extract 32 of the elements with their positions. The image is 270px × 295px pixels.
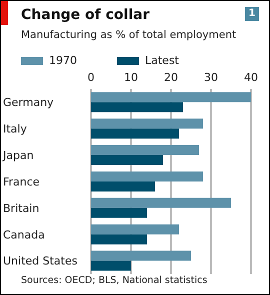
bar — [91, 118, 203, 129]
x-tick-label: 20 — [164, 71, 178, 84]
bar — [91, 171, 203, 182]
y-tick-label: Japan — [2, 148, 34, 162]
legend-label: Latest — [145, 54, 179, 67]
bar — [91, 234, 147, 244]
source-note: Sources: OECD; BLS, National statistics — [21, 275, 208, 286]
y-tick-label: Canada — [3, 228, 45, 242]
x-tick-label: 30 — [204, 71, 218, 84]
x-tick-label: 10 — [124, 71, 138, 84]
y-tick-label: France — [3, 175, 40, 188]
y-tick-label: Britain — [3, 202, 40, 215]
bar — [91, 128, 179, 139]
chart-subtitle: Manufacturing as % of total employment — [21, 29, 236, 41]
y-tick-label: Germany — [3, 96, 54, 110]
bar — [91, 224, 179, 234]
bar — [91, 181, 155, 192]
bar — [91, 198, 231, 208]
y-tick-label: Italy — [3, 122, 28, 136]
bar — [91, 208, 147, 218]
x-tick-label: 0 — [88, 71, 94, 84]
bar — [91, 92, 251, 102]
bar — [91, 250, 191, 261]
y-tick-label: United States — [3, 254, 78, 268]
x-tick-label: 40 — [244, 71, 258, 84]
bar — [91, 102, 183, 112]
text: 1 — [245, 7, 259, 21]
bar — [91, 260, 131, 271]
legend-label: 1970 — [49, 54, 77, 67]
bar — [91, 145, 199, 156]
chart-title: Change of collar — [21, 7, 150, 23]
bar — [91, 155, 163, 166]
